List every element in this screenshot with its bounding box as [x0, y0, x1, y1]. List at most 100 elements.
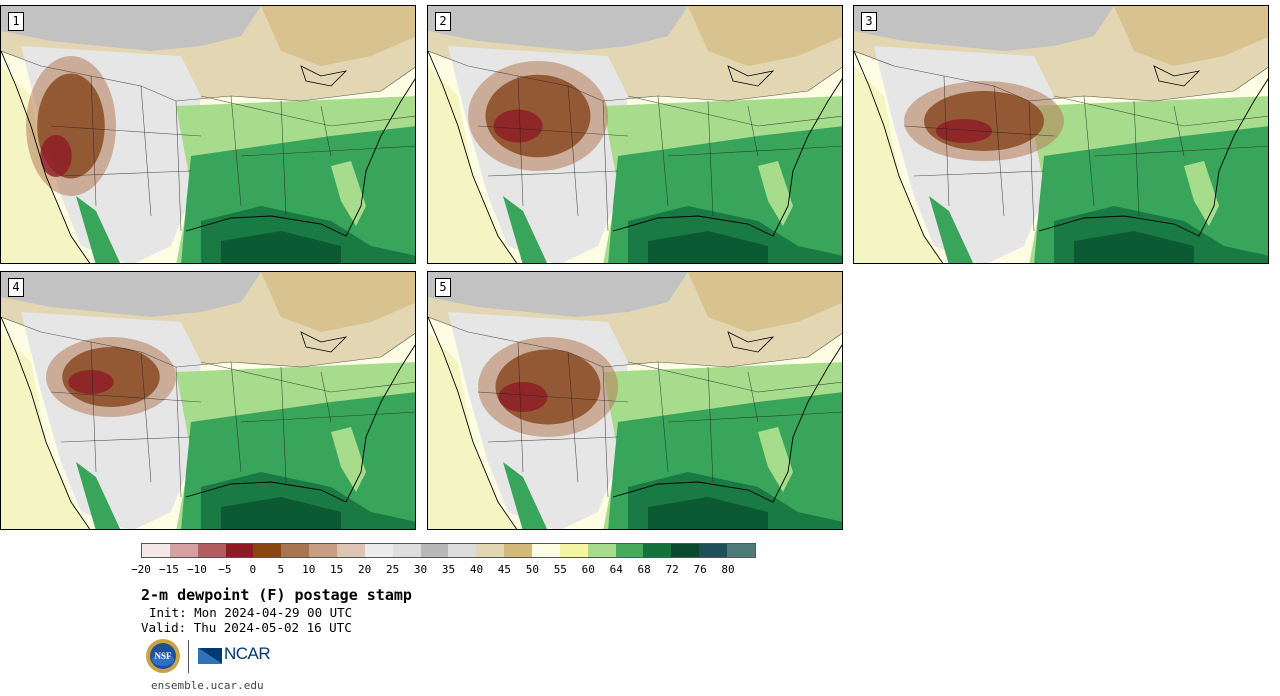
boundary-line — [602, 366, 609, 498]
ncar-logo[interactable] — [198, 644, 273, 668]
init-time: Init: Mon 2024-04-29 00 UTC — [149, 605, 353, 620]
west-coastline — [1, 316, 91, 529]
website-link[interactable]: ensemble.ucar.edu — [151, 679, 264, 692]
east-coastline — [185, 78, 415, 237]
boundary-line — [517, 75, 524, 207]
boundary-line — [477, 391, 629, 403]
member-number: 5 — [435, 278, 451, 297]
colorbar-tick-label: 20 — [358, 563, 372, 576]
valid-time: Valid: Thu 2024-05-02 16 UTC — [141, 620, 352, 635]
boundary-line — [280, 100, 287, 217]
colorbar-tick-label: 35 — [441, 563, 456, 576]
colorbar-cell — [727, 544, 755, 557]
colorbar-tick-label: 30 — [413, 563, 428, 576]
colorbar-tick-label: 76 — [693, 563, 707, 576]
boundary-line — [240, 411, 415, 423]
boundary-line — [60, 170, 192, 177]
mexico-coast — [929, 196, 974, 263]
colorbar-tick-label: −5 — [218, 563, 232, 576]
canada-gray — [854, 6, 1114, 51]
west-coastline — [854, 50, 944, 263]
florida — [1184, 161, 1219, 226]
boundary-line — [230, 361, 242, 473]
logo-strip: NSF NCAR — [142, 638, 282, 676]
colorbar-cell — [671, 544, 700, 557]
great-lakes — [727, 331, 775, 353]
dewpoint-map — [428, 272, 842, 529]
colorbar-tick-label: 10 — [302, 563, 316, 576]
colorbar-tick-label: 60 — [581, 563, 595, 576]
colorbar-cell — [364, 544, 393, 557]
colorbar-cell — [309, 544, 338, 557]
boundary-line — [175, 366, 182, 498]
postage-stamp-panel-4[interactable]: 4 — [0, 271, 416, 530]
boundary-line — [567, 351, 579, 483]
gulf-deep — [648, 497, 768, 529]
mexico-coast — [503, 462, 548, 529]
east-coastline — [185, 344, 415, 503]
colorbar-cell — [253, 544, 282, 557]
boundary-line — [627, 361, 842, 393]
gulf-deep — [648, 231, 768, 263]
nsf-logo[interactable]: NSF — [145, 638, 181, 674]
boundary-line — [667, 411, 842, 423]
east-coastline — [1038, 78, 1268, 237]
canada-gray — [428, 6, 688, 51]
mexico-coast — [76, 196, 121, 263]
colorbar-cell — [225, 544, 254, 557]
boundary-line — [200, 95, 415, 127]
dewpoint-map — [428, 6, 842, 263]
boundary-line — [667, 145, 842, 157]
member-number: 3 — [861, 12, 877, 31]
colorbar-cell — [169, 544, 198, 557]
colorbar-ticks: −20 −15 −10 −5 0 5 10 15 20 25 30 35 40 45 50 55 60 64 68 7… — [131, 563, 756, 577]
postage-stamp-panel-3[interactable]: 3 — [853, 5, 1269, 264]
colorbar-cell — [281, 544, 310, 557]
boundary-line — [913, 170, 1045, 177]
dewpoint-map — [1, 6, 415, 263]
dry-core — [936, 119, 992, 143]
ncar-logo-text: NCAR — [224, 644, 271, 663]
boundary-line — [240, 145, 415, 157]
canada-gray — [428, 272, 688, 317]
colorbar-cell — [587, 544, 616, 557]
florida — [331, 161, 366, 226]
colorbar-tick-label: 80 — [721, 563, 735, 576]
northeast-tan — [688, 6, 842, 66]
boundary-line — [90, 75, 97, 207]
boundary-line — [90, 341, 97, 473]
northeast-tan — [261, 272, 415, 332]
pacific-region — [428, 66, 517, 263]
colorbar-cell — [615, 544, 644, 557]
boundary-line — [747, 371, 759, 423]
boundary-line — [320, 371, 332, 423]
boundary-line — [487, 436, 619, 443]
boundary-line — [280, 366, 287, 483]
colorbar-cell — [448, 544, 477, 557]
dry-core — [493, 109, 543, 143]
florida — [758, 427, 793, 492]
dry-core — [68, 370, 114, 394]
boundary-line — [60, 436, 192, 443]
postage-stamp-panel-5[interactable]: 5 — [427, 271, 843, 530]
postage-stamp-panel-1[interactable]: 1 — [0, 5, 416, 264]
boundary-line — [1173, 105, 1185, 157]
boundary-line — [1028, 100, 1035, 232]
florida — [331, 427, 366, 492]
boundary-line — [320, 105, 332, 157]
postage-stamp-panel-2[interactable]: 2 — [427, 5, 843, 264]
dry-core — [40, 135, 72, 177]
gulf-deep — [1074, 231, 1194, 263]
canada-gray — [1, 272, 261, 317]
boundary-line — [200, 361, 415, 393]
plot-title: 2-m dewpoint (F) postage stamp — [141, 586, 412, 604]
northeast-tan — [261, 6, 415, 66]
boundary-line — [50, 391, 202, 403]
boundary-line — [1083, 95, 1095, 207]
colorbar-tick-label: 64 — [609, 563, 623, 576]
boundary-line — [140, 85, 152, 217]
boundary-line — [1133, 100, 1140, 217]
colorbar-cell — [532, 544, 560, 557]
boundary-line — [993, 85, 1005, 217]
boundary-line — [943, 75, 950, 207]
